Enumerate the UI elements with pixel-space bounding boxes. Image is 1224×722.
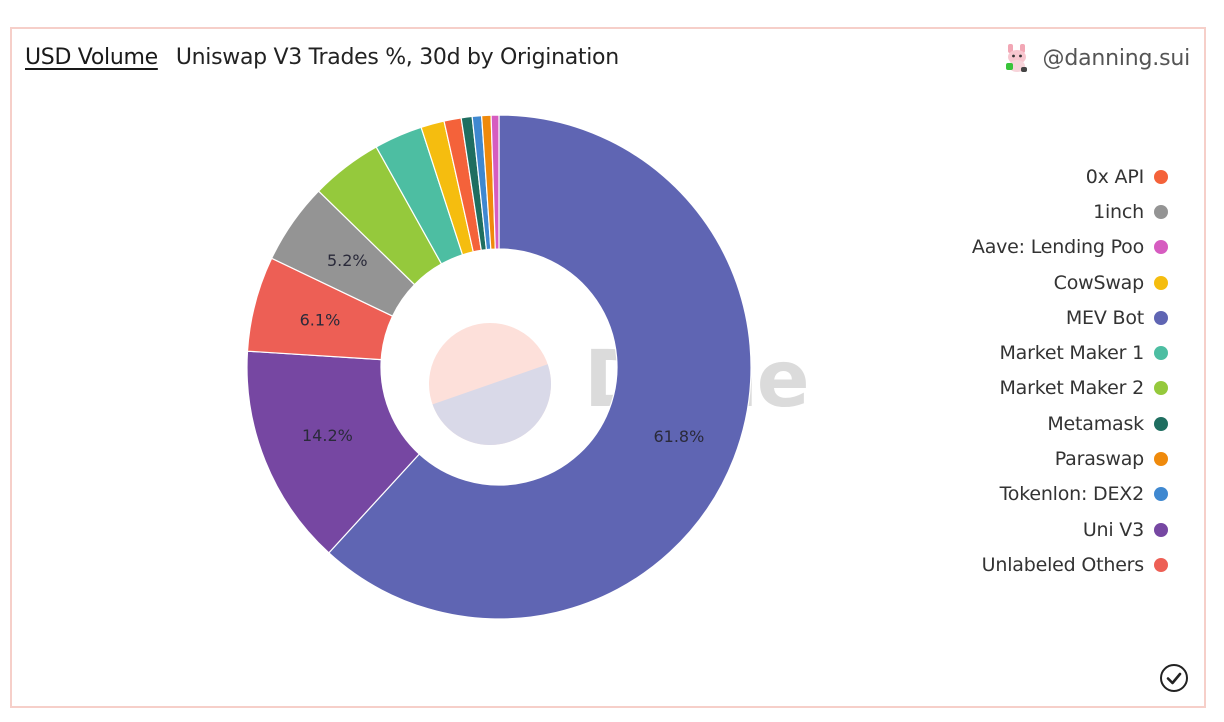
legend-item[interactable]: Unlabeled Others	[982, 547, 1168, 582]
slice-percentage-label: 61.8%	[653, 427, 704, 446]
author-handle[interactable]: @danning.sui	[1042, 45, 1191, 71]
center-mini-pie-segment	[432, 364, 551, 445]
legend-label: 0x API	[1085, 165, 1144, 188]
donut-slice[interactable]	[246, 350, 421, 554]
legend-label: Market Maker 2	[999, 377, 1144, 400]
legend-color-dot	[1154, 487, 1168, 502]
legend-item[interactable]: Aave: Lending Poo	[972, 230, 1168, 265]
legend-color-dot	[1154, 275, 1168, 290]
legend-item[interactable]: Market Maker 1	[999, 335, 1168, 370]
legend-label: Aave: Lending Poo	[971, 236, 1144, 259]
legend-label: Unlabeled Others	[981, 553, 1145, 576]
legend-label: CowSwap	[1053, 271, 1145, 294]
legend-item[interactable]: Uni V3	[1083, 512, 1168, 547]
chart-legend: 0x API 1inch Aave: Lending Poo CowSwap MEV B…	[972, 159, 1168, 583]
slice-percentage-label: 5.2%	[327, 251, 368, 270]
usd-volume-tab[interactable]: USD Volume	[25, 45, 158, 70]
chart-title: Uniswap V3 Trades %, 30d by Origination	[175, 45, 619, 70]
legend-color-dot	[1154, 204, 1168, 219]
legend-color-dot	[1154, 346, 1168, 361]
legend-color-dot	[1154, 452, 1168, 467]
legend-label: Paraswap	[1054, 448, 1144, 471]
legend-item[interactable]: MEV Bot	[1066, 300, 1168, 335]
chart-header: USD Volume Uniswap V3 Trades %, 30d by O…	[25, 45, 619, 70]
legend-color-dot	[1154, 240, 1168, 255]
legend-label: MEV Bot	[1065, 306, 1144, 329]
legend-item[interactable]: CowSwap	[1054, 265, 1168, 300]
legend-label: Tokenlon: DEX2	[999, 483, 1145, 506]
check-circle-icon[interactable]	[1158, 662, 1190, 694]
bunny-avatar-icon	[1005, 44, 1027, 72]
legend-item[interactable]: Market Maker 2	[999, 371, 1168, 406]
donut-slice[interactable]	[327, 114, 752, 620]
legend-label: Uni V3	[1082, 518, 1144, 541]
legend-color-dot	[1154, 310, 1168, 325]
legend-color-dot	[1154, 522, 1168, 537]
legend-label: Metamask	[1047, 412, 1144, 435]
legend-color-dot	[1154, 381, 1168, 396]
legend-color-dot	[1154, 557, 1168, 572]
legend-item[interactable]: Tokenlon: DEX2	[1000, 477, 1168, 512]
legend-item[interactable]: Metamask	[1047, 406, 1168, 441]
slice-percentage-label: 14.2%	[302, 426, 353, 445]
legend-item[interactable]: 1inch	[1093, 194, 1168, 229]
legend-color-dot	[1154, 169, 1168, 184]
donut-slice[interactable]	[490, 114, 500, 250]
legend-color-dot	[1154, 416, 1168, 431]
legend-item[interactable]: 0x API	[1086, 159, 1168, 194]
author-info[interactable]: @danning.sui	[1003, 43, 1190, 73]
legend-label: 1inch	[1093, 200, 1144, 223]
legend-label: Market Maker 1	[999, 342, 1144, 365]
legend-item[interactable]: Paraswap	[1055, 441, 1168, 476]
slice-percentage-label: 6.1%	[300, 310, 341, 329]
